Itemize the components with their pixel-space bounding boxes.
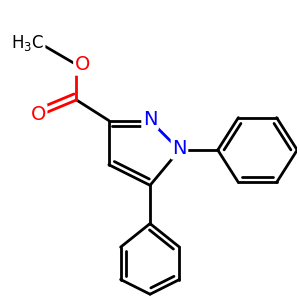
- Text: O: O: [31, 105, 46, 124]
- Text: O: O: [75, 55, 90, 74]
- Text: N: N: [172, 139, 187, 158]
- Text: H$_3$C: H$_3$C: [11, 33, 44, 52]
- Text: N: N: [143, 110, 157, 129]
